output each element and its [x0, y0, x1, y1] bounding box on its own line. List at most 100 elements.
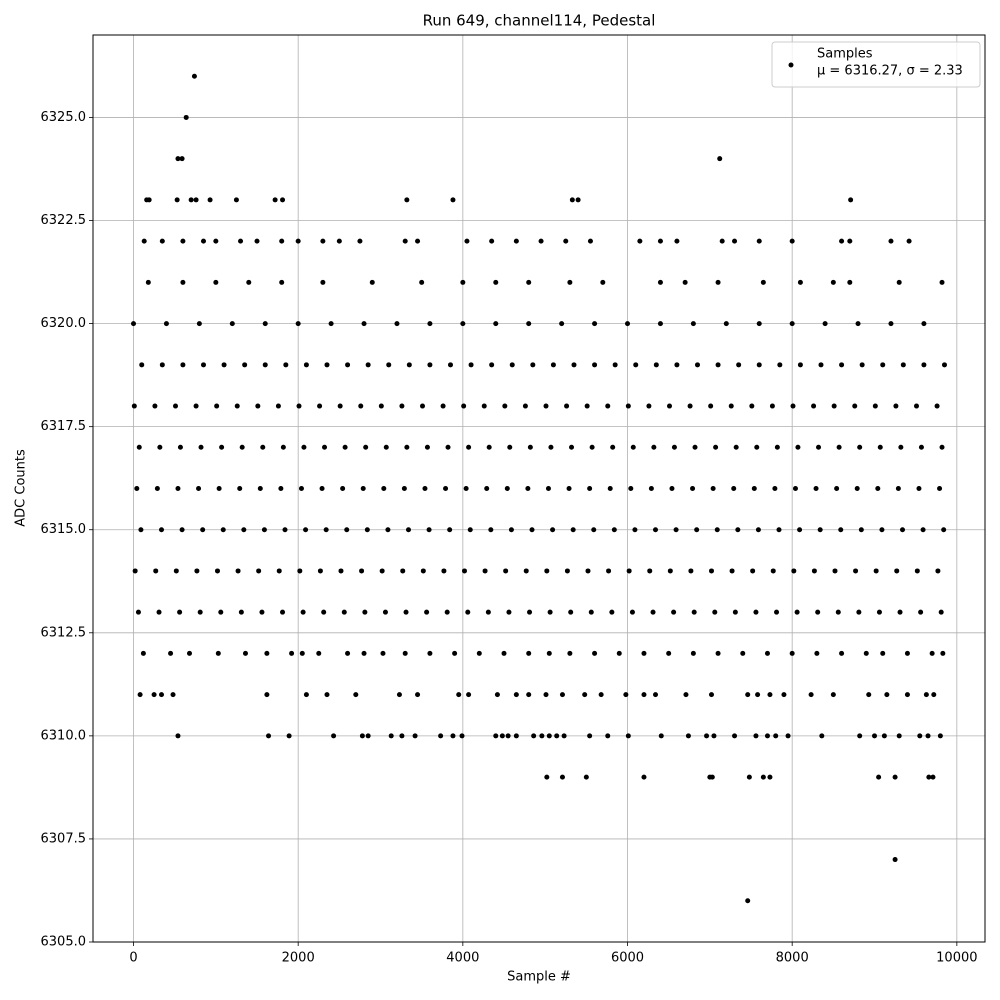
- data-point: [789, 650, 795, 656]
- data-point: [858, 527, 864, 533]
- data-point: [767, 774, 773, 780]
- x-tick-label: 2000: [282, 951, 315, 966]
- data-point: [280, 444, 286, 450]
- data-point: [260, 444, 266, 450]
- data-point: [609, 609, 615, 615]
- data-point: [732, 609, 738, 615]
- data-point: [567, 650, 573, 656]
- data-point: [838, 527, 844, 533]
- data-point: [522, 403, 528, 409]
- data-point: [713, 444, 719, 450]
- data-point: [671, 609, 677, 615]
- data-point: [764, 650, 770, 656]
- data-point: [200, 362, 206, 368]
- data-point: [138, 527, 144, 533]
- data-point: [658, 733, 664, 739]
- data-point: [179, 527, 185, 533]
- data-point: [131, 321, 137, 327]
- data-point: [628, 486, 634, 491]
- data-point: [785, 733, 791, 739]
- data-point: [818, 362, 824, 368]
- data-point: [834, 486, 840, 491]
- data-point: [587, 238, 593, 244]
- data-point: [895, 486, 901, 491]
- data-point: [440, 403, 446, 409]
- data-point: [419, 279, 425, 285]
- data-point: [731, 486, 737, 491]
- data-point: [569, 197, 575, 203]
- data-point: [262, 321, 268, 327]
- data-point: [207, 197, 213, 203]
- data-point: [486, 444, 492, 450]
- data-point: [341, 609, 347, 615]
- data-point: [175, 733, 181, 739]
- data-point: [714, 527, 720, 533]
- data-point: [538, 238, 544, 244]
- data-point: [489, 238, 495, 244]
- data-point: [234, 403, 240, 409]
- data-point: [559, 692, 565, 698]
- data-point: [898, 444, 904, 450]
- data-point: [196, 321, 202, 327]
- data-point: [530, 362, 536, 368]
- data-point: [463, 486, 469, 491]
- data-point: [760, 279, 766, 285]
- y-tick-label: 6315.0: [41, 522, 87, 537]
- data-point: [450, 733, 456, 739]
- data-point: [361, 321, 367, 327]
- data-point: [559, 774, 565, 780]
- data-point: [848, 197, 854, 203]
- data-point: [443, 486, 449, 491]
- data-point: [754, 444, 760, 450]
- data-point: [892, 774, 898, 780]
- data-point: [509, 362, 515, 368]
- y-tick-label: 6317.5: [41, 419, 87, 434]
- data-point: [926, 774, 932, 780]
- data-point: [460, 279, 466, 285]
- data-point: [319, 486, 325, 491]
- data-point: [444, 609, 450, 615]
- data-point: [136, 444, 142, 450]
- data-point: [493, 279, 499, 285]
- data-point: [140, 650, 146, 656]
- data-point: [904, 650, 910, 656]
- data-point: [790, 403, 796, 409]
- data-point: [177, 444, 183, 450]
- data-point: [893, 403, 899, 409]
- data-point: [751, 486, 757, 491]
- data-point: [629, 609, 635, 615]
- data-point: [134, 486, 140, 491]
- data-point: [331, 733, 337, 739]
- data-point: [320, 279, 326, 285]
- y-tick-label: 6312.5: [41, 625, 87, 640]
- data-point: [396, 692, 402, 698]
- data-point: [386, 362, 392, 368]
- data-point: [214, 568, 220, 574]
- data-point: [394, 321, 400, 327]
- data-point: [589, 444, 595, 450]
- data-point: [819, 733, 825, 739]
- data-point: [671, 444, 677, 450]
- data-point: [213, 279, 219, 285]
- data-point: [657, 279, 663, 285]
- data-point: [526, 321, 532, 327]
- data-point: [745, 692, 751, 698]
- data-point: [854, 486, 860, 491]
- data-point: [295, 321, 301, 327]
- data-point: [650, 609, 656, 615]
- data-point: [404, 444, 410, 450]
- data-point: [337, 403, 343, 409]
- data-point: [452, 650, 458, 656]
- data-point: [674, 362, 680, 368]
- data-point: [426, 527, 432, 533]
- data-point: [554, 733, 560, 739]
- data-point: [550, 362, 556, 368]
- data-point: [657, 238, 663, 244]
- data-point: [539, 733, 545, 739]
- data-point: [499, 733, 505, 739]
- data-point: [931, 692, 937, 698]
- data-point: [814, 650, 820, 656]
- data-point: [626, 568, 632, 574]
- data-point: [667, 568, 673, 574]
- data-point: [317, 568, 323, 574]
